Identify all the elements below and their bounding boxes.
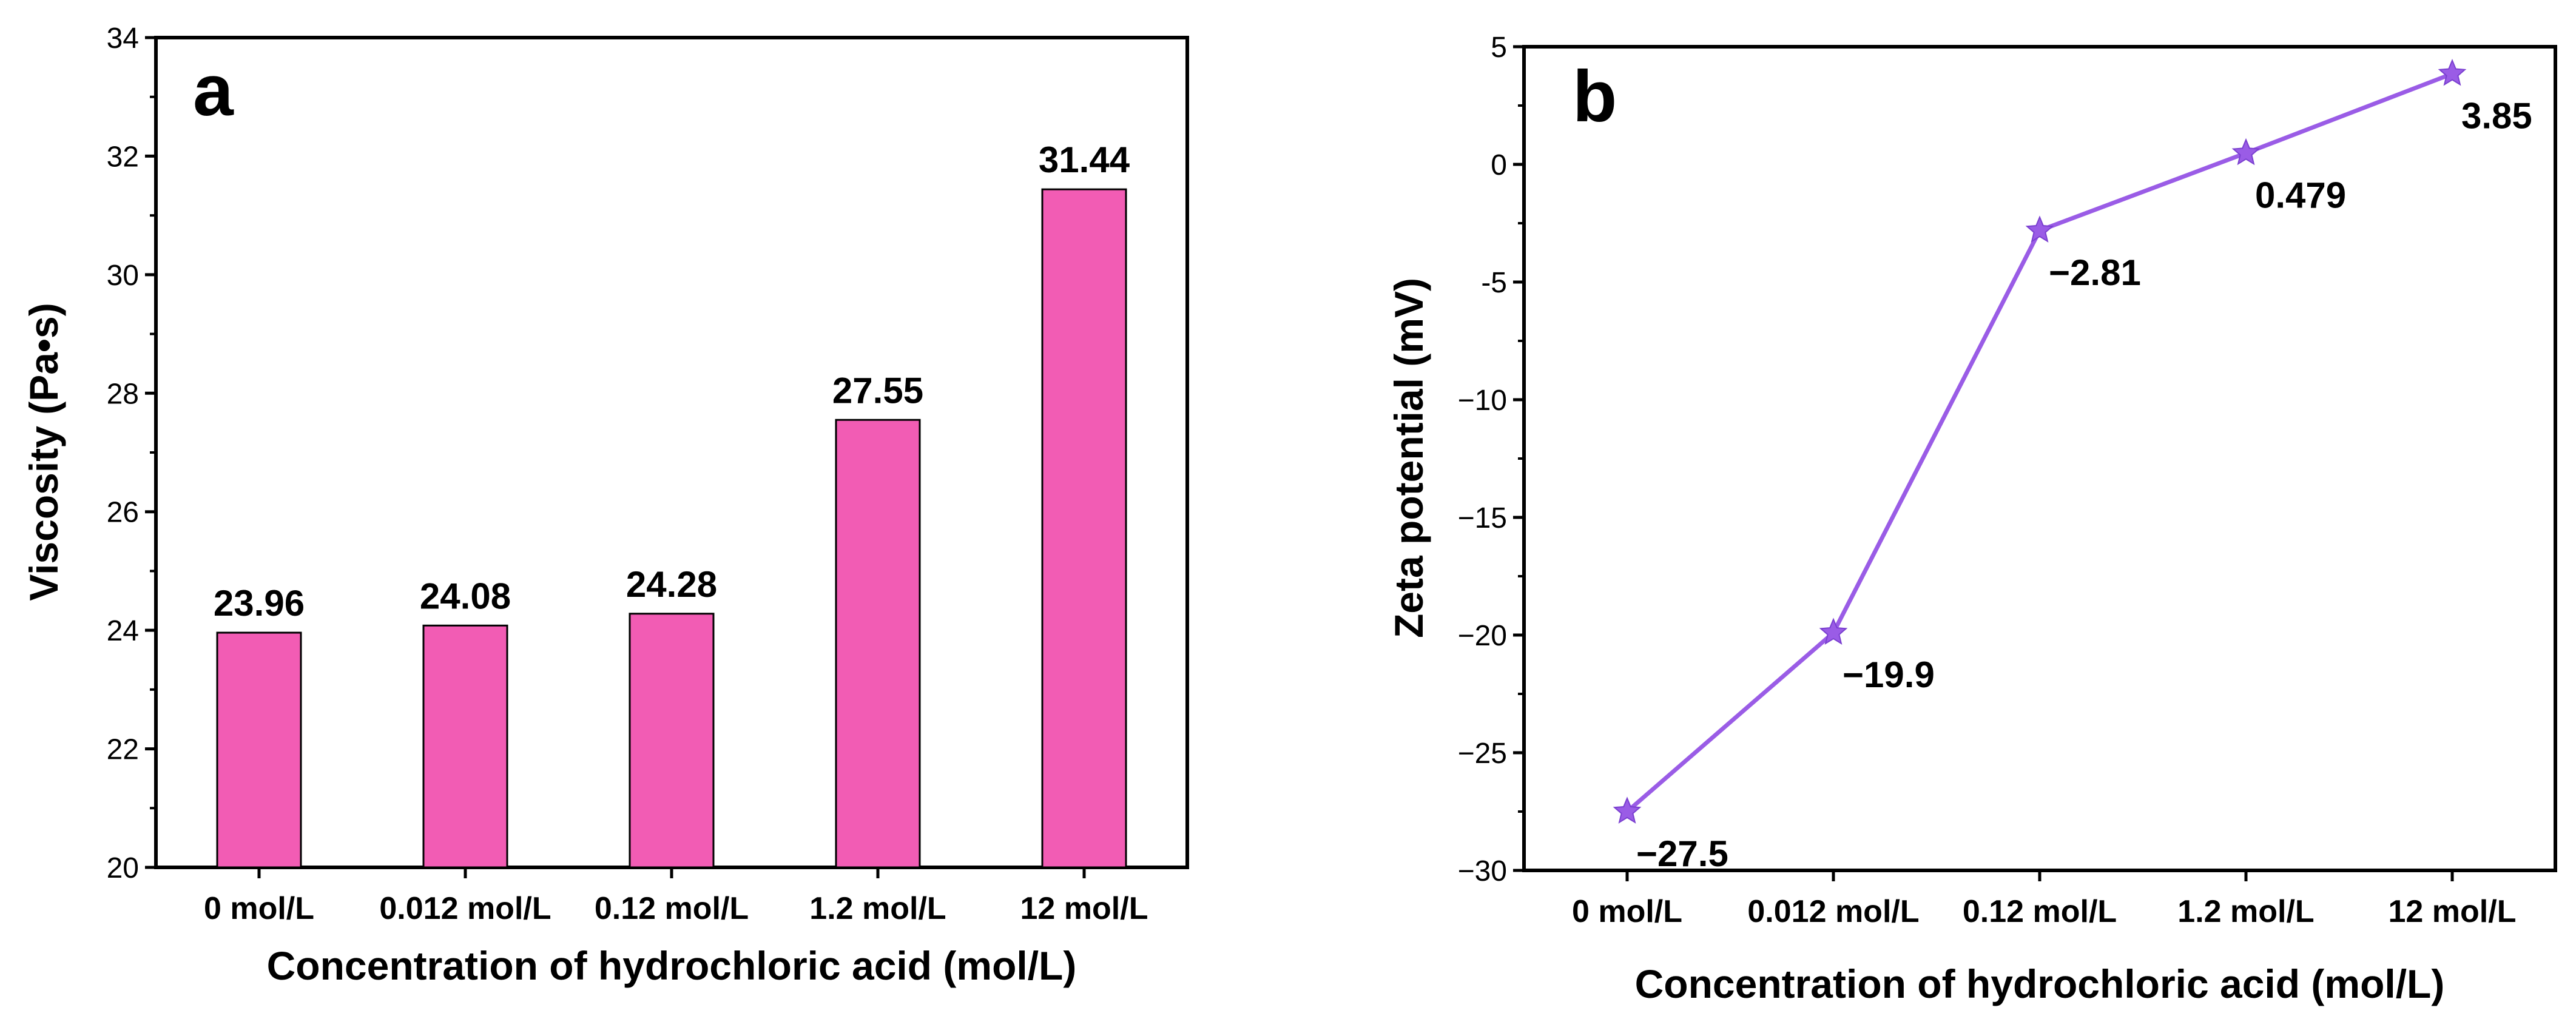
star-marker xyxy=(2438,58,2467,86)
x-tick-label: 12 mol/L xyxy=(1020,891,1148,926)
x-tick-label: 0.12 mol/L xyxy=(1963,894,2117,929)
x-tick-label: 12 mol/L xyxy=(2389,894,2517,929)
panel-label-b: b xyxy=(1573,56,1617,137)
x-axis-title: Concentration of hydrochloric acid (mol/… xyxy=(267,943,1077,988)
x-tick-label: 1.2 mol/L xyxy=(809,891,946,926)
plot-frame xyxy=(1522,45,2557,872)
y-tick-label: −30 xyxy=(1458,855,1507,887)
y-tick-label: -5 xyxy=(1481,267,1507,299)
bar-value-label: 27.55 xyxy=(832,370,923,411)
series-line: −27.5 −19.9 −2.81 0.479 3.85 xyxy=(1613,58,2532,874)
y-axis-ticks: −30 −25 −20 −15 −10 -5 0 5 xyxy=(1458,32,1524,887)
x-tick-label: 0.12 mol/L xyxy=(595,891,749,926)
x-axis-title: Concentration of hydrochloric acid (mol/… xyxy=(1635,961,2445,1006)
bar xyxy=(835,419,921,869)
y-tick-label: 30 xyxy=(107,260,139,292)
y-tick-label: 26 xyxy=(107,497,139,529)
x-tick-label: 0 mol/L xyxy=(204,891,314,926)
point-value-label: −27.5 xyxy=(1636,833,1728,874)
bar xyxy=(1041,188,1127,869)
x-tick-label: 0.012 mol/L xyxy=(1747,894,1919,929)
bar-value-label: 23.96 xyxy=(214,583,305,624)
bar-value-label: 24.08 xyxy=(420,576,511,616)
star-marker xyxy=(2025,215,2054,243)
y-tick-label: 5 xyxy=(1491,32,1507,64)
bar-value-label: 24.28 xyxy=(626,564,717,605)
y-tick-label: 32 xyxy=(107,141,139,173)
star-marker xyxy=(2231,138,2261,166)
star-marker xyxy=(1613,796,1642,824)
bar xyxy=(216,631,302,869)
point-value-label: −2.81 xyxy=(2049,252,2141,293)
bar-value-label: 31.44 xyxy=(1039,140,1130,180)
y-tick-label: −15 xyxy=(1458,502,1507,534)
x-tick-label: 0 mol/L xyxy=(1572,894,1682,929)
star-marker xyxy=(1819,617,1848,645)
x-axis-ticks: 0 mol/L 0.012 mol/L 0.12 mol/L 1.2 mol/L 12 … xyxy=(204,867,1148,926)
panel-label-a: a xyxy=(193,50,234,131)
bar xyxy=(629,613,715,869)
y-tick-label: 24 xyxy=(107,615,139,647)
y-tick-label: 22 xyxy=(107,734,139,766)
y-tick-label: −20 xyxy=(1458,620,1507,652)
bar xyxy=(422,624,508,869)
x-tick-label: 1.2 mol/L xyxy=(2177,894,2314,929)
y-tick-label: 0 xyxy=(1491,149,1507,181)
x-axis-ticks: 0 mol/L 0.012 mol/L 0.12 mol/L 1.2 mol/L 12 … xyxy=(1572,870,2516,929)
zeta-potential-line-chart: b −30 −25 −20 −15 −10 -5 0 5 −27.5 −19.9 −2.81 0.4… xyxy=(1386,32,2557,1006)
viscosity-bar-chart: a 20 22 24 26 28 30 32 34 23.96 24.08 24.28 27.55 3… xyxy=(21,22,1189,988)
y-axis-title: Viscosity (Pa•s) xyxy=(21,303,66,600)
y-tick-label: 28 xyxy=(107,378,139,410)
y-axis-title: Zeta potential (mV) xyxy=(1386,278,1431,638)
point-value-label: 3.85 xyxy=(2461,96,2532,136)
y-tick-label: 34 xyxy=(107,22,139,55)
y-tick-label: −25 xyxy=(1458,738,1507,770)
y-tick-label: 20 xyxy=(107,852,139,884)
bars: 23.96 24.08 24.28 27.55 31.44 xyxy=(214,140,1130,869)
x-tick-label: 0.012 mol/L xyxy=(379,891,551,926)
y-axis-ticks: 20 22 24 26 28 30 32 34 xyxy=(107,22,156,884)
point-value-label: −19.9 xyxy=(1843,654,1935,695)
y-tick-label: −10 xyxy=(1458,385,1507,417)
point-value-label: 0.479 xyxy=(2255,175,2346,215)
